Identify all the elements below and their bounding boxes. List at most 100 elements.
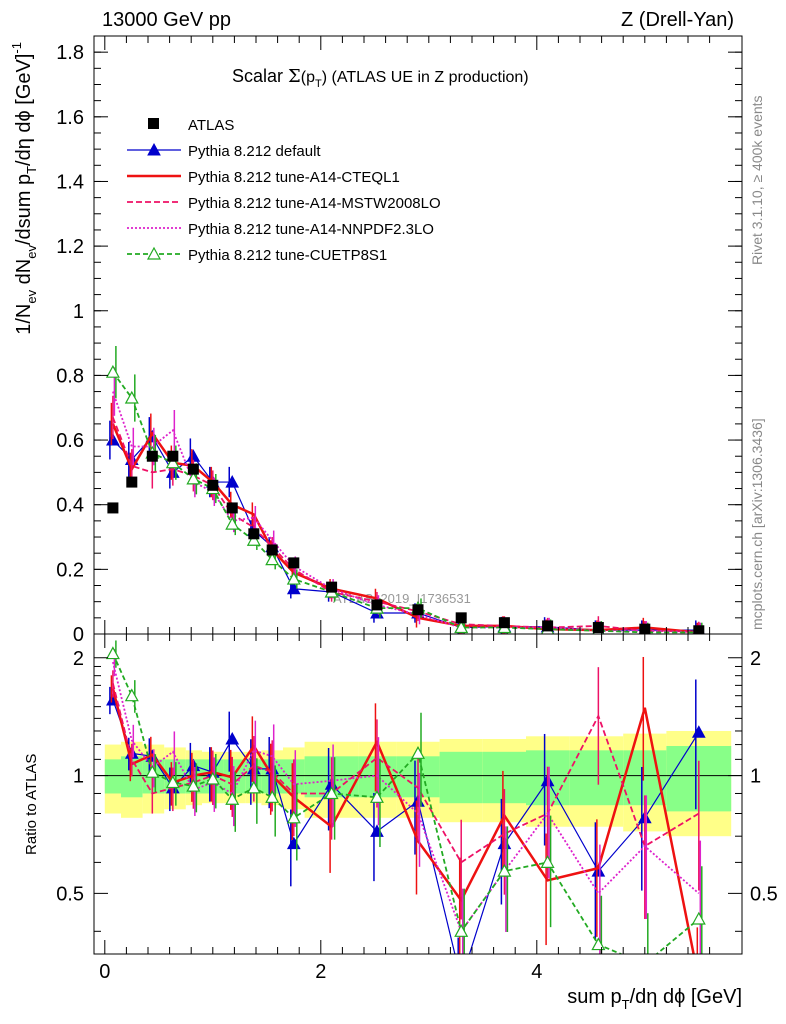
header-right: Z (Drell-Yan): [621, 9, 734, 31]
atlas-data-point: [542, 620, 554, 632]
main-y-tick-label: 0: [73, 624, 84, 646]
legend-label: Pythia 8.212 default: [188, 143, 321, 160]
ratio-y-tick-label-right: 1: [750, 766, 761, 788]
ratio-data-point: [186, 778, 201, 792]
main-data-point: [286, 571, 301, 585]
main-y-tick-label: 0.4: [56, 495, 84, 517]
main-data-point: [246, 533, 261, 546]
legend-atlas-marker: [148, 118, 159, 129]
source-label: mcplots.cern.ch [arXiv:1306.3436]: [749, 418, 765, 630]
main-data-point: [165, 455, 180, 469]
x-tick-label: 2: [315, 961, 326, 983]
atlas-data-point: [326, 581, 338, 593]
main-data-point: [105, 364, 120, 378]
ratio-data-point: [324, 786, 339, 800]
ratio-data-point: [410, 746, 426, 759]
atlas-data-point: [146, 450, 158, 462]
main-data-point: [225, 516, 240, 530]
atlas-data-point: [288, 557, 300, 569]
rivet-label: Rivet 3.1.10, ≥ 400k events: [749, 95, 765, 265]
ratio-data-point: [591, 864, 606, 877]
header-left: 13000 GeV pp: [102, 9, 231, 31]
band-inner-segment: [439, 751, 483, 804]
main-y-tick-label: 1.2: [56, 236, 84, 258]
main-y-tick-label: 1.6: [56, 107, 84, 129]
ratio-data-point: [165, 775, 180, 789]
ratio-data-point: [225, 791, 240, 805]
ratio-y-tick-label-left: 0.5: [56, 883, 84, 905]
ratio-uncertainty-band: [94, 730, 742, 837]
x-tick-label: 0: [99, 961, 110, 983]
ratio-frame: [93, 633, 743, 955]
atlas-data-point: [371, 599, 383, 611]
band-inner-segment: [104, 759, 121, 794]
atlas-data-point: [693, 625, 705, 634]
ratio-data-point: [369, 790, 384, 803]
main-data-point: [225, 475, 240, 488]
main-y-axis-label: 1/Nev dNev/dsum pT/dη dϕ [GeV]-1: [9, 42, 39, 335]
main-y-tick-label: 0.2: [56, 559, 84, 581]
ratio-series-line: [111, 688, 695, 954]
ratio-data-point: [205, 771, 220, 785]
ratio-series-line: [112, 661, 700, 934]
ratio-data-point: [639, 958, 651, 969]
atlas-data-point: [592, 622, 604, 634]
ratio-data-point: [246, 780, 261, 794]
legend-marker: [147, 142, 161, 156]
legend-label: Pythia 8.212 tune-A14-MSTW2008LO: [188, 195, 441, 212]
legend-label: ATLAS: [188, 117, 234, 134]
ratio-series-group: [105, 640, 706, 985]
main-data-point: [186, 471, 201, 485]
main-data-point: [186, 449, 201, 462]
atlas-data-point: [455, 612, 467, 624]
band-inner-segment: [121, 756, 143, 798]
main-y-tick-label: 0.6: [56, 430, 84, 452]
atlas-data-point: [266, 544, 278, 556]
ratio-y-tick-label-right: 0.5: [750, 883, 778, 905]
atlas-data-point: [167, 450, 179, 462]
x-tick-label: 4: [531, 961, 542, 983]
ratio-y-tick-label-right: 2: [750, 648, 761, 670]
atlas-data-point: [412, 604, 424, 616]
axes-group: 00.20.40.60.811.21.41.61.80 2 40.5 0.51 12 2: [56, 35, 778, 983]
atlas-data-point: [126, 476, 138, 488]
ratio-data-point: [286, 836, 301, 850]
ratio-y-tick-label-left: 1: [73, 766, 84, 788]
ratio-data-point: [286, 810, 301, 824]
ratio-data-point: [540, 855, 555, 868]
ratio-data-point: [225, 731, 240, 745]
ratio-data-point: [124, 688, 139, 702]
legend: ATLAS Pythia 8.212 default Pythia 8.212 tu…: [127, 117, 441, 264]
main-series-group: [105, 345, 705, 634]
legend-label: Pythia 8.212 tune-CUETP8S1: [188, 247, 387, 264]
ratio-data-point: [497, 863, 512, 877]
ratio-y-tick-label-left: 2: [73, 648, 84, 670]
x-axis-label: sum pT/dη dϕ [GeV]: [567, 986, 742, 1012]
main-data-point: [454, 620, 469, 634]
legend-marker: [146, 246, 162, 260]
main-data-point: [106, 433, 120, 446]
ratio-data-point: [691, 911, 706, 925]
ratio-data-point: [591, 937, 606, 951]
ratio-data-point: [455, 974, 467, 985]
main-data-point: [124, 390, 139, 404]
ratio-data-point: [265, 790, 280, 803]
main-y-tick-label: 1.4: [56, 171, 84, 193]
atlas-data-point: [187, 463, 199, 475]
legend-label: Pythia 8.212 tune-A14-CTEQL1: [188, 169, 400, 186]
main-data-point: [265, 552, 280, 566]
main-y-tick-label: 1: [73, 301, 84, 323]
atlas-data-point: [226, 502, 238, 514]
ratio-data-point: [145, 764, 160, 778]
atlas-data-point: [498, 617, 510, 629]
band-inner-segment: [569, 750, 624, 806]
atlas-data-point: [207, 479, 219, 491]
ratio-y-axis-label: Ratio to ATLAS: [23, 754, 40, 855]
plot-subtitle: Scalar Σ(pT) (ATLAS UE in Z production): [232, 66, 529, 90]
ratio-data-point: [691, 725, 706, 738]
ratio-data-point: [454, 924, 469, 937]
legend-label: Pythia 8.212 tune-A14-NNPDF2.3LO: [188, 221, 434, 238]
atlas-data-point: [248, 528, 260, 540]
main-y-tick-label: 1.8: [56, 42, 84, 64]
